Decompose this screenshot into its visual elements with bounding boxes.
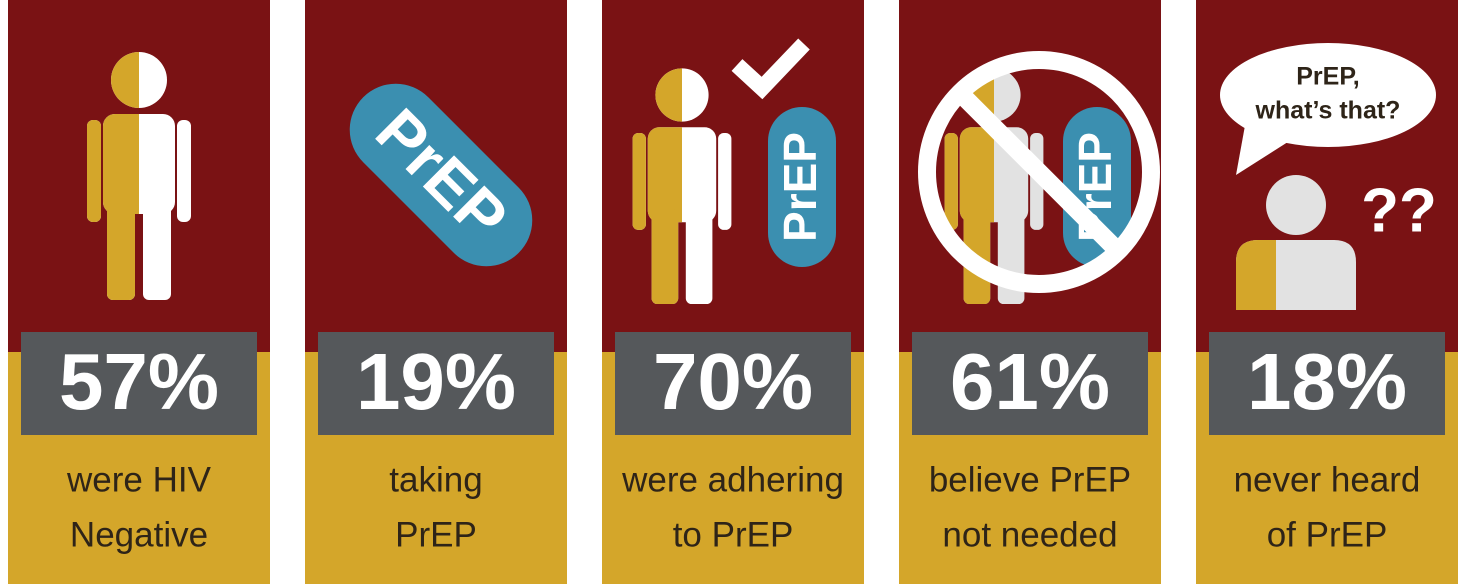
caption: never heard <box>1234 460 1421 499</box>
person-bust <box>1236 175 1356 310</box>
caption: to PrEP <box>673 515 794 554</box>
question-marks: ?? <box>1361 176 1437 245</box>
stat: 61% <box>950 337 1110 426</box>
pill-text: PrEP <box>774 132 826 242</box>
stat-box <box>1209 332 1445 435</box>
prohibition-slash <box>954 87 1124 257</box>
stat-box <box>318 332 554 435</box>
caption: were adhering <box>621 460 844 499</box>
panel-5: PrEP, what’s that? ?? 18% never heard of… <box>1209 43 1445 554</box>
caption: of PrEP <box>1267 515 1388 554</box>
stat-box <box>912 332 1148 435</box>
stat-box <box>615 332 851 435</box>
panel-4: PrEP 61% believe PrEP not needed <box>912 51 1160 554</box>
prohibition-icon <box>918 51 1160 293</box>
stat: 18% <box>1247 337 1407 426</box>
caption: taking <box>389 460 482 499</box>
panel-3: PrEP 70% were adhering to PrEP <box>615 38 851 554</box>
stat: 57% <box>59 337 219 426</box>
stat: 70% <box>653 337 813 426</box>
caption: not needed <box>942 515 1117 554</box>
stat: 19% <box>356 337 516 426</box>
caption: PrEP <box>395 515 477 554</box>
caption: believe PrEP <box>929 460 1131 499</box>
pill-icon: PrEP <box>768 107 836 267</box>
stat-box <box>21 332 257 435</box>
speech-bubble: PrEP, what’s that? <box>1220 43 1436 175</box>
check-icon <box>731 38 810 100</box>
caption: Negative <box>70 515 208 554</box>
bubble-text: what’s that? <box>1255 97 1401 125</box>
panel-1: 57% were HIV Negative <box>21 52 257 554</box>
bubble-text: PrEP, <box>1296 63 1359 91</box>
caption: were HIV <box>66 460 212 499</box>
